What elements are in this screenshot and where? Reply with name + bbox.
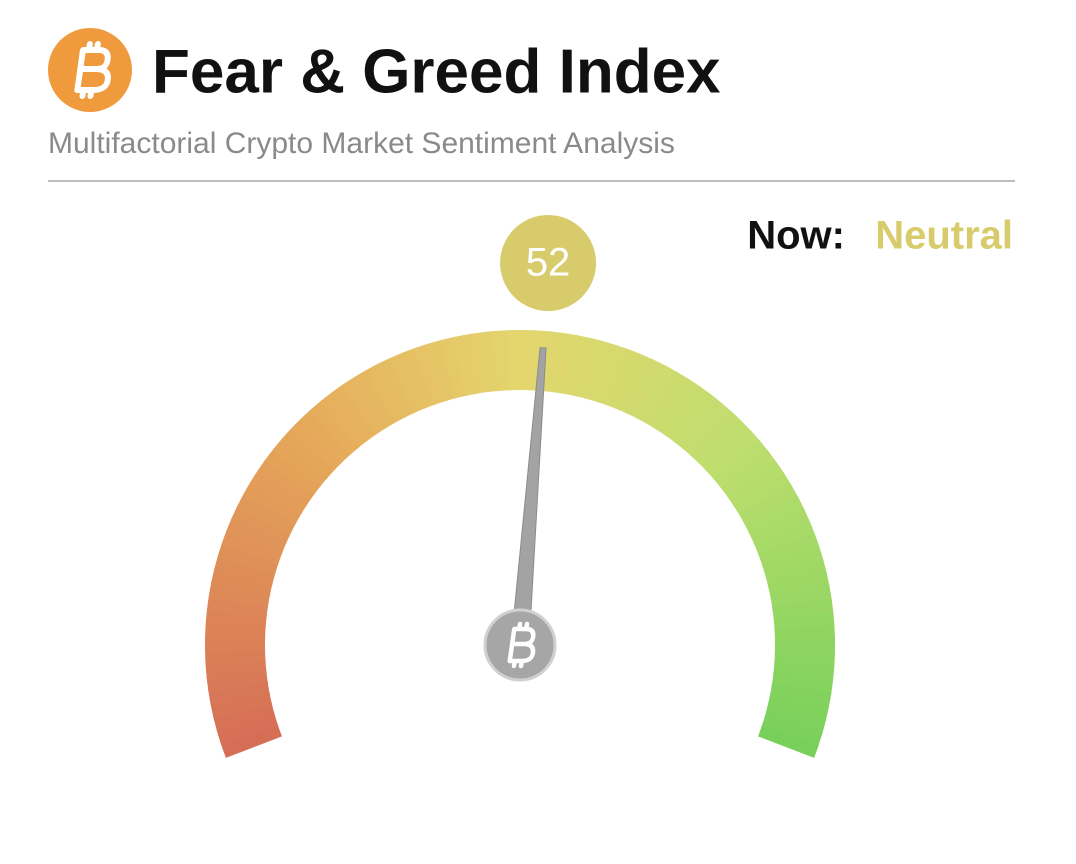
classification: Neutral [875, 214, 1013, 258]
arc-segment [758, 725, 819, 758]
now-label: Now: [747, 214, 845, 258]
hub-glyph [507, 621, 536, 669]
value-label: 52 [526, 241, 571, 285]
title: Fear & Greed Index [152, 37, 721, 106]
gauge-marks: 52 [483, 215, 597, 682]
subtitle: Multifactorial Crypto Market Sentiment A… [48, 127, 675, 160]
value-bubble [500, 215, 597, 311]
logo [48, 28, 132, 112]
logo-glyph [74, 41, 111, 99]
gauge-arc [205, 330, 835, 758]
needle [510, 347, 547, 647]
